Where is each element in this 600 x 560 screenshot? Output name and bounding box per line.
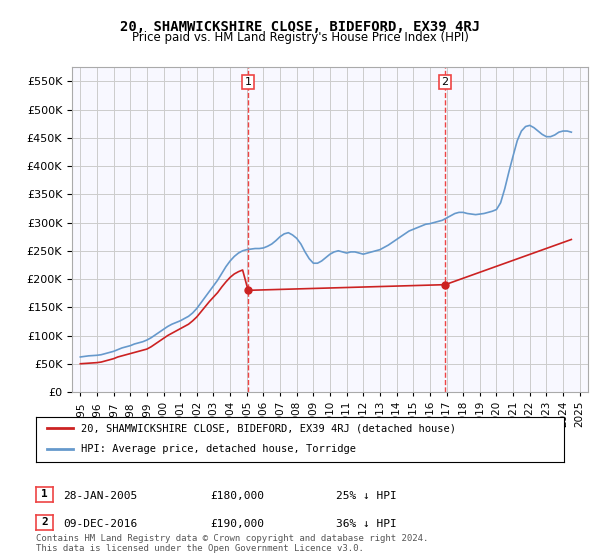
Text: 1: 1	[41, 489, 48, 500]
Text: 1: 1	[245, 77, 251, 87]
Text: HPI: Average price, detached house, Torridge: HPI: Average price, detached house, Torr…	[81, 445, 356, 455]
Text: 36% ↓ HPI: 36% ↓ HPI	[336, 519, 397, 529]
Text: Price paid vs. HM Land Registry's House Price Index (HPI): Price paid vs. HM Land Registry's House …	[131, 31, 469, 44]
Text: Contains HM Land Registry data © Crown copyright and database right 2024.
This d: Contains HM Land Registry data © Crown c…	[36, 534, 428, 553]
Text: £190,000: £190,000	[210, 519, 264, 529]
Text: 25% ↓ HPI: 25% ↓ HPI	[336, 491, 397, 501]
Text: £180,000: £180,000	[210, 491, 264, 501]
Text: 2: 2	[442, 77, 449, 87]
Text: 09-DEC-2016: 09-DEC-2016	[63, 519, 137, 529]
Text: 28-JAN-2005: 28-JAN-2005	[63, 491, 137, 501]
Text: 2: 2	[41, 517, 48, 528]
Text: 20, SHAMWICKSHIRE CLOSE, BIDEFORD, EX39 4RJ: 20, SHAMWICKSHIRE CLOSE, BIDEFORD, EX39 …	[120, 20, 480, 34]
Text: 20, SHAMWICKSHIRE CLOSE, BIDEFORD, EX39 4RJ (detached house): 20, SHAMWICKSHIRE CLOSE, BIDEFORD, EX39 …	[81, 423, 456, 433]
